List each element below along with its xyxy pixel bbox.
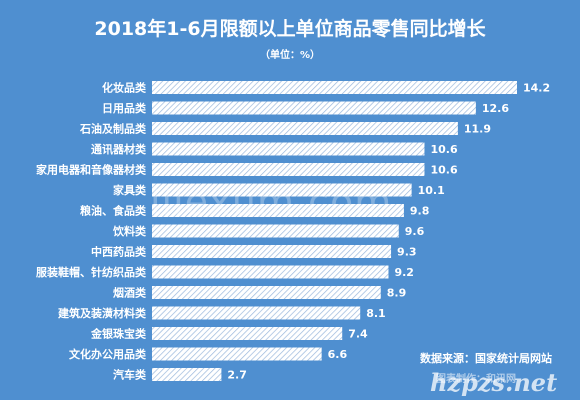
- value-label: 14.2: [523, 82, 550, 95]
- value-label: 8.1: [366, 307, 386, 320]
- bar: [152, 101, 476, 115]
- source-note: 数据来源：国家统计局网站: [420, 352, 552, 365]
- value-label: 2.7: [227, 369, 247, 382]
- site-watermark: hzpzs.net: [430, 368, 558, 397]
- category-label: 中西药品类: [91, 245, 147, 259]
- category-label: 家用电器和音像器材类: [36, 163, 147, 177]
- category-label: 服装鞋帽、针纺织品类: [36, 265, 147, 279]
- bar: [152, 347, 322, 361]
- bar: [152, 368, 222, 381]
- bar: [152, 245, 392, 258]
- category-label: 化妆品类: [102, 81, 147, 95]
- value-label: 10.6: [430, 143, 457, 156]
- category-label: 日用品类: [102, 101, 147, 115]
- bar: [152, 224, 399, 238]
- value-label: 9.2: [394, 266, 414, 279]
- bar: [152, 204, 404, 217]
- value-label: 7.4: [348, 328, 368, 341]
- value-label: 9.3: [397, 246, 417, 259]
- category-label: 金银珠宝类: [90, 327, 147, 341]
- bar: [152, 327, 343, 340]
- category-label: 烟酒类: [113, 286, 147, 300]
- value-label: 9.8: [410, 205, 430, 218]
- bar: [152, 265, 389, 279]
- bar: [152, 81, 517, 94]
- value-label: 9.6: [405, 225, 425, 238]
- category-label: 饮料类: [112, 224, 147, 238]
- bar: [152, 306, 361, 320]
- category-label: 石油及制品类: [79, 122, 147, 136]
- watermark-text: lilexum.com: [150, 180, 393, 224]
- value-label: 10.6: [430, 164, 457, 177]
- credit-note: 图表制作：和讯网: [436, 374, 516, 385]
- category-label: 通讯器材类: [91, 142, 147, 156]
- bar: [152, 142, 425, 156]
- bar: [152, 163, 425, 176]
- bar: [152, 286, 381, 299]
- value-label: 6.6: [328, 348, 348, 361]
- category-label: 粮油、食品类: [80, 204, 147, 218]
- bar: [152, 183, 412, 197]
- chart-title: 2018年1-6月限额以上单位商品零售同比增长: [94, 18, 486, 40]
- value-label: 10.1: [418, 184, 445, 197]
- value-label: 11.9: [464, 123, 491, 136]
- value-label: 8.9: [387, 287, 407, 300]
- category-label: 汽车类: [113, 368, 147, 382]
- value-label: 12.6: [482, 102, 509, 115]
- category-label: 文化办公用品类: [69, 347, 147, 361]
- bar: [152, 122, 458, 135]
- category-label: 建筑及装潢材料类: [58, 306, 147, 320]
- category-label: 家具类: [113, 183, 147, 197]
- chart-subtitle: （单位：%）: [259, 50, 321, 61]
